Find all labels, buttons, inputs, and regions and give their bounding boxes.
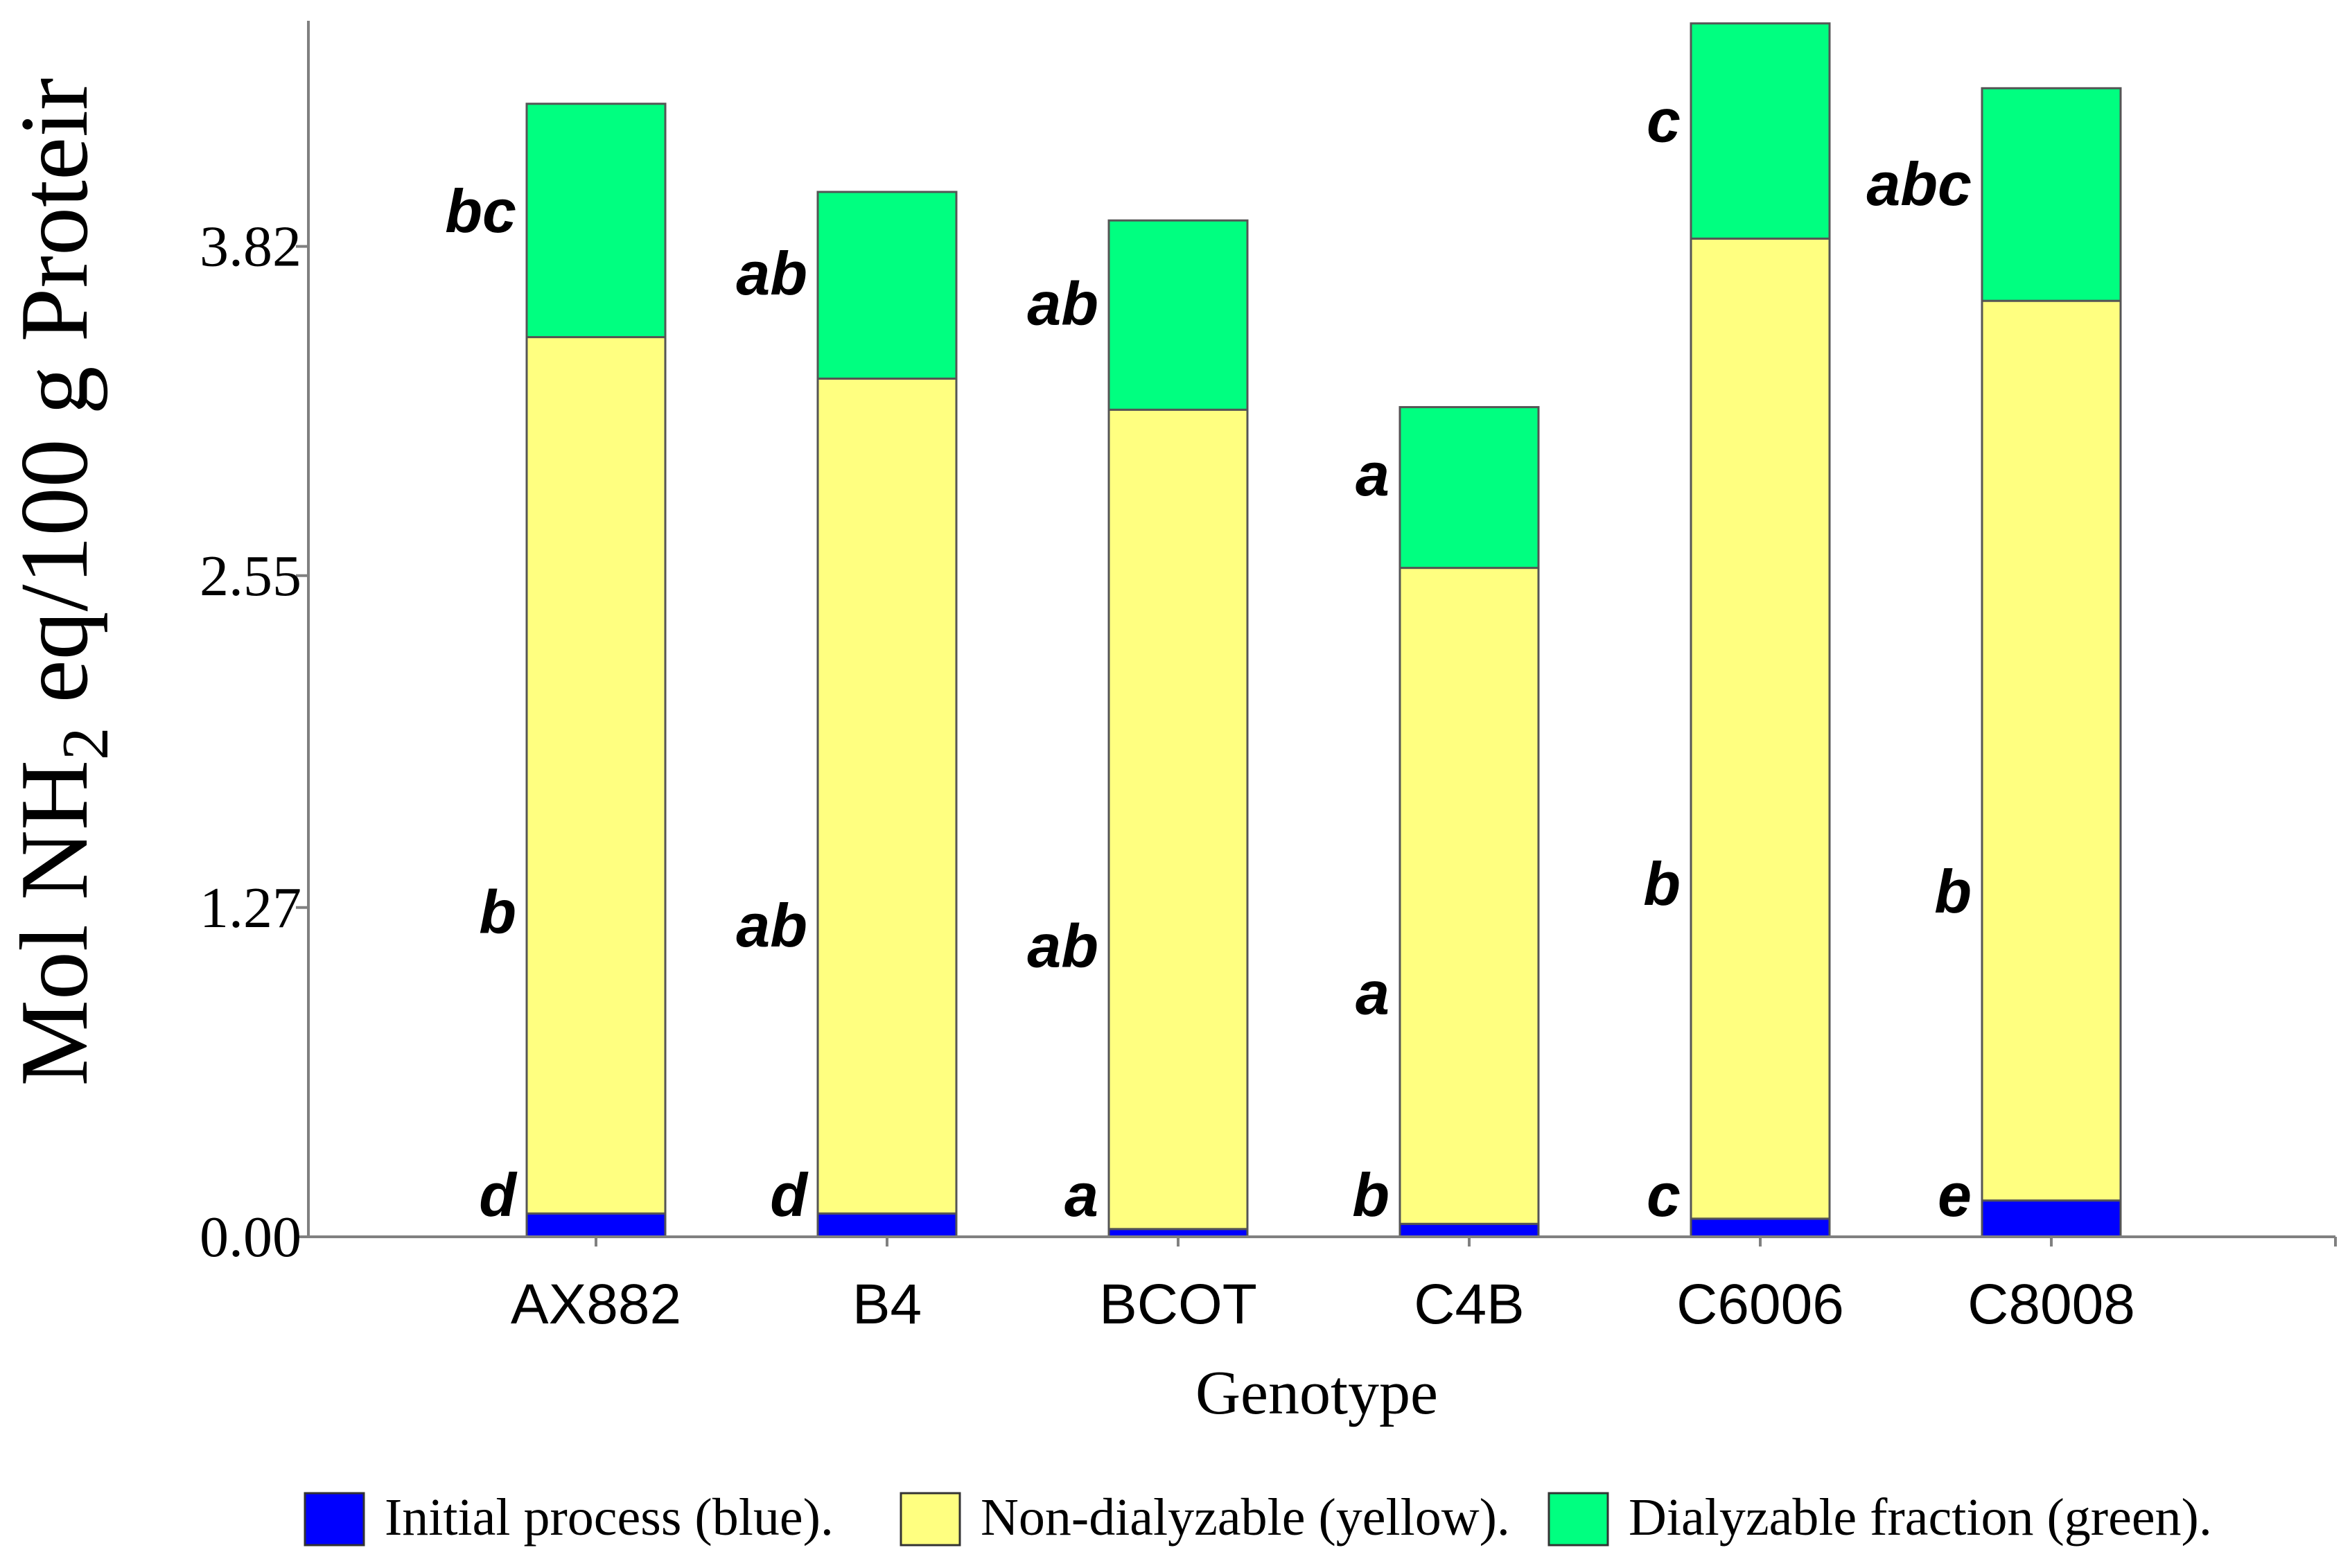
bar-segment-B4-0 [816, 1212, 958, 1237]
legend-swatch-2 [1547, 1492, 1609, 1547]
bar-segment-B4-2 [816, 191, 958, 380]
significance-letter: b [1643, 849, 1681, 918]
x-axis-label: Genotype [1195, 1359, 1438, 1427]
x-tick-label: C8008 [1967, 1273, 2135, 1336]
bar-segment-BCOT-1 [1107, 408, 1249, 1231]
bar-segment-C4B-1 [1398, 567, 1540, 1225]
significance-letter: b [1934, 857, 1972, 926]
y-tick-label: 1.27 [200, 876, 301, 940]
y-axis-label-part: eq/100 g Proteir [1, 78, 108, 727]
x-tick-label: BCOT [1099, 1273, 1257, 1336]
bar-segment-AX882-0 [525, 1212, 667, 1237]
bar-segment-C8008-1 [1981, 299, 2122, 1202]
legend-swatch-0 [304, 1492, 365, 1547]
significance-letter: abc [1866, 150, 1972, 218]
significance-letter: e [1938, 1161, 1972, 1229]
legend-label-2: Dialyzable fraction (green). [1629, 1488, 2212, 1547]
bar-segment-B4-1 [816, 377, 958, 1215]
bar-segment-C4B-2 [1398, 406, 1540, 570]
y-tick-label: 3.82 [200, 215, 301, 279]
bar-segment-C8008-2 [1981, 87, 2122, 302]
significance-letter: a [1356, 958, 1389, 1027]
significance-letter: b [1352, 1161, 1389, 1229]
bar-segment-AX882-2 [525, 103, 667, 339]
significance-letter: ab [1027, 269, 1098, 337]
x-tick-label: C6006 [1676, 1273, 1844, 1336]
significance-letter: ab [736, 891, 807, 960]
bar-segment-C8008-0 [1981, 1199, 2122, 1237]
legend-label-1: Non-dialyzable (yellow). [981, 1488, 1510, 1547]
y-tick-label: 2.55 [200, 544, 301, 608]
significance-letter: bc [445, 177, 516, 245]
x-tick-label: B4 [852, 1273, 922, 1336]
significance-letter: ab [736, 239, 807, 308]
bar-segment-C6006-1 [1690, 237, 1831, 1220]
significance-letter: b [479, 878, 516, 946]
bar-segment-AX882-1 [525, 336, 667, 1215]
bar-segment-C6006-0 [1690, 1217, 1831, 1237]
bar-segment-C4B-0 [1398, 1222, 1540, 1237]
x-tick-label: AX882 [511, 1273, 681, 1336]
significance-letter: d [479, 1161, 518, 1229]
significance-letter: c [1647, 87, 1681, 155]
bar-segment-C6006-2 [1690, 22, 1831, 240]
x-tick-label: C4B [1414, 1273, 1525, 1336]
y-axis-label-subscript: 2 [49, 727, 122, 760]
y-tick-label: 0.00 [200, 1205, 301, 1269]
y-axis-label: Mol NH2 eq/100 g Proteir [1, 78, 122, 1086]
significance-letter: ab [1027, 911, 1098, 980]
significance-letter: a [1064, 1161, 1098, 1229]
legend-swatch-1 [900, 1492, 961, 1547]
legend-label-0: Initial process (blue). [385, 1488, 834, 1547]
y-axis-label-part: Mol NH [1, 760, 108, 1086]
bar-segment-BCOT-2 [1107, 219, 1249, 411]
significance-letter: a [1356, 440, 1389, 509]
significance-letter: c [1647, 1161, 1681, 1229]
significance-letter: d [770, 1161, 809, 1229]
